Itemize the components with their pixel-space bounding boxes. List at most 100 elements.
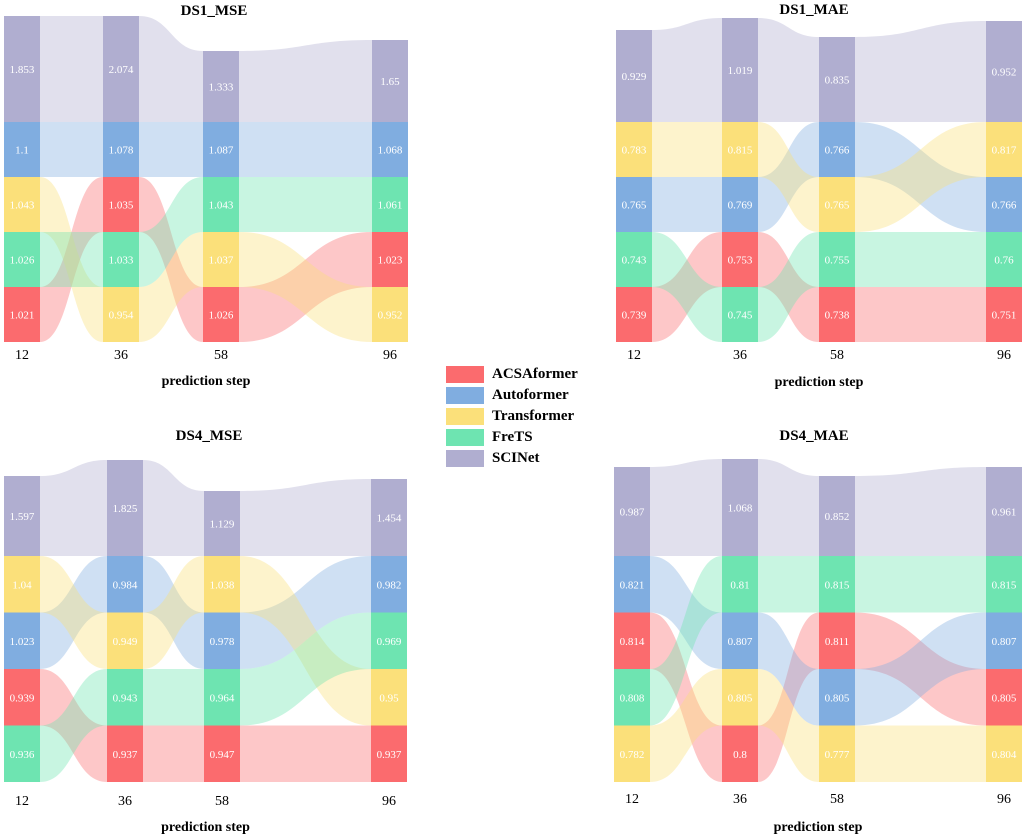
bar-frets-36 bbox=[103, 232, 139, 287]
bar-frets-12 bbox=[616, 232, 652, 287]
bar-frets-36 bbox=[722, 287, 758, 342]
x-axis-label: prediction step bbox=[775, 375, 864, 390]
bar-frets-58 bbox=[819, 556, 855, 613]
value-label: 0.952 bbox=[378, 310, 403, 322]
bar-autoformer-58 bbox=[203, 122, 239, 177]
value-label: 0.8 bbox=[733, 749, 747, 761]
columns: 0.814 0.821 0.782 0.808 0.987 0.8 0.807 0.805 0.… bbox=[614, 459, 1022, 782]
bar-scinet-58 bbox=[819, 37, 855, 122]
value-label: 1.023 bbox=[378, 255, 403, 267]
value-label: 1.825 bbox=[113, 503, 138, 515]
value-label: 0.978 bbox=[210, 636, 235, 648]
legend-item: Autoformer bbox=[446, 385, 578, 406]
bar-autoformer-36 bbox=[107, 556, 143, 613]
bar-autoformer-12 bbox=[616, 177, 652, 232]
value-label: 0.807 bbox=[992, 636, 1017, 648]
bar-acsaformer-12 bbox=[614, 612, 650, 669]
value-label: 1.038 bbox=[210, 579, 235, 591]
chart-ds4-mse: 0.939 1.023 1.04 0.936 1.597 0.937 0.984 0.949 0… bbox=[4, 428, 407, 835]
legend-label: Autoformer bbox=[492, 387, 569, 403]
bar-transformer-12 bbox=[616, 122, 652, 177]
legend-item: ACSAformer bbox=[446, 364, 578, 385]
bar-acsaformer-36 bbox=[722, 725, 758, 782]
value-label: 0.804 bbox=[992, 749, 1017, 761]
x-tick-label: 96 bbox=[997, 348, 1011, 363]
bar-acsaformer-36 bbox=[103, 177, 139, 232]
value-label: 0.937 bbox=[377, 749, 402, 761]
value-label: 0.937 bbox=[113, 749, 138, 761]
legend-label: ACSAformer bbox=[492, 366, 578, 382]
x-tick-label: 36 bbox=[733, 348, 747, 363]
bar-transformer-96 bbox=[986, 122, 1022, 177]
legend-swatch-autoformer bbox=[446, 387, 484, 404]
chart-title: DS4_MSE bbox=[176, 428, 243, 444]
value-label: 1.023 bbox=[10, 636, 35, 648]
bar-frets-12 bbox=[4, 725, 40, 782]
bar-transformer-96 bbox=[986, 725, 1022, 782]
bar-scinet-96 bbox=[986, 467, 1022, 556]
bar-scinet-36 bbox=[107, 460, 143, 556]
x-tick-label: 96 bbox=[382, 794, 396, 809]
bar-acsaformer-58 bbox=[204, 725, 240, 782]
columns: 1.021 1.1 1.043 1.026 1.853 1.035 1.078 0.954 1.… bbox=[4, 16, 408, 342]
bar-frets-96 bbox=[986, 232, 1022, 287]
value-label: 0.805 bbox=[728, 692, 753, 704]
x-tick-label: 58 bbox=[830, 348, 844, 363]
value-label: 1.037 bbox=[209, 255, 234, 267]
chart-ds1-mae: 0.739 0.765 0.783 0.743 0.929 0.753 0.769 0.815… bbox=[616, 2, 1022, 390]
value-label: 0.766 bbox=[825, 145, 850, 157]
x-tick-label: 58 bbox=[830, 792, 844, 807]
bar-acsaformer-96 bbox=[371, 725, 407, 782]
legend-swatch-transformer bbox=[446, 408, 484, 425]
value-label: 0.739 bbox=[622, 310, 647, 322]
bar-scinet-12 bbox=[614, 467, 650, 556]
value-label: 0.817 bbox=[992, 145, 1017, 157]
bar-autoformer-36 bbox=[103, 122, 139, 177]
x-axis-label: prediction step bbox=[774, 820, 863, 835]
value-label: 1.1 bbox=[15, 145, 29, 157]
value-label: 0.952 bbox=[992, 67, 1017, 79]
bar-transformer-36 bbox=[103, 287, 139, 342]
value-label: 0.805 bbox=[825, 692, 850, 704]
bar-autoformer-96 bbox=[372, 122, 408, 177]
value-label: 0.738 bbox=[825, 310, 850, 322]
bar-autoformer-58 bbox=[819, 122, 855, 177]
x-tick-label: 36 bbox=[114, 348, 128, 363]
bar-frets-58 bbox=[203, 177, 239, 232]
value-label: 0.947 bbox=[210, 749, 235, 761]
legend-label: Transformer bbox=[492, 408, 575, 424]
bar-scinet-58 bbox=[204, 491, 240, 556]
bar-autoformer-96 bbox=[371, 556, 407, 613]
legend: ACSAformer Autoformer Transformer FreTS … bbox=[446, 364, 578, 469]
value-label: 0.815 bbox=[728, 145, 753, 157]
bar-transformer-58 bbox=[203, 232, 239, 287]
bar-scinet-36 bbox=[722, 18, 758, 122]
bar-autoformer-58 bbox=[819, 669, 855, 726]
value-label: 1.04 bbox=[12, 579, 32, 591]
bar-autoformer-36 bbox=[722, 612, 758, 669]
x-tick-label: 36 bbox=[118, 794, 132, 809]
x-tick-label: 58 bbox=[215, 794, 229, 809]
bar-scinet-12 bbox=[4, 476, 40, 556]
bar-autoformer-12 bbox=[614, 556, 650, 613]
bar-scinet-58 bbox=[819, 476, 855, 556]
bar-acsaformer-58 bbox=[203, 287, 239, 342]
columns: 0.939 1.023 1.04 0.936 1.597 0.937 0.984 0.949 0… bbox=[4, 460, 407, 782]
bar-acsaformer-96 bbox=[986, 669, 1022, 726]
columns: 0.739 0.765 0.783 0.743 0.929 0.753 0.769 0.815… bbox=[616, 18, 1022, 342]
value-label: 0.769 bbox=[728, 200, 753, 212]
value-label: 0.805 bbox=[992, 692, 1017, 704]
value-label: 0.808 bbox=[620, 692, 645, 704]
value-label: 0.954 bbox=[109, 310, 134, 322]
bar-frets-12 bbox=[4, 232, 40, 287]
value-label: 1.853 bbox=[10, 64, 35, 76]
value-label: 0.821 bbox=[620, 579, 645, 591]
value-label: 0.835 bbox=[825, 75, 850, 87]
value-label: 0.782 bbox=[620, 749, 645, 761]
bar-transformer-36 bbox=[107, 612, 143, 669]
legend-swatch-acsaformer bbox=[446, 366, 484, 383]
value-label: 0.753 bbox=[728, 255, 753, 267]
bar-acsaformer-58 bbox=[819, 612, 855, 669]
bar-autoformer-96 bbox=[986, 612, 1022, 669]
